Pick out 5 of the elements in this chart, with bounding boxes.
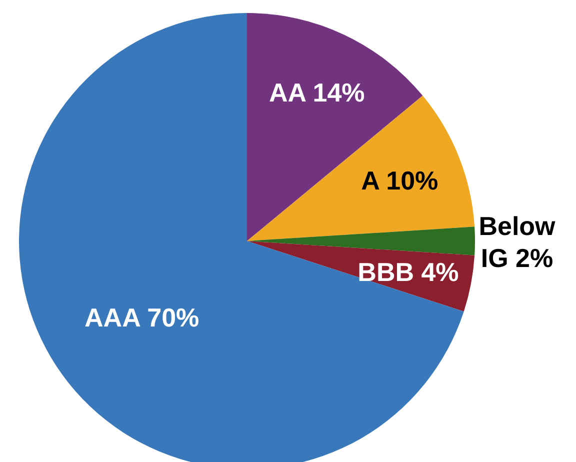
slice-label: BBB 4% bbox=[358, 256, 459, 287]
slice-label: A 10% bbox=[361, 166, 438, 196]
slice-label: AA 14% bbox=[268, 77, 365, 108]
slice-label: AAA 70% bbox=[84, 302, 200, 332]
slice-label: Below IG 2% bbox=[478, 211, 556, 273]
